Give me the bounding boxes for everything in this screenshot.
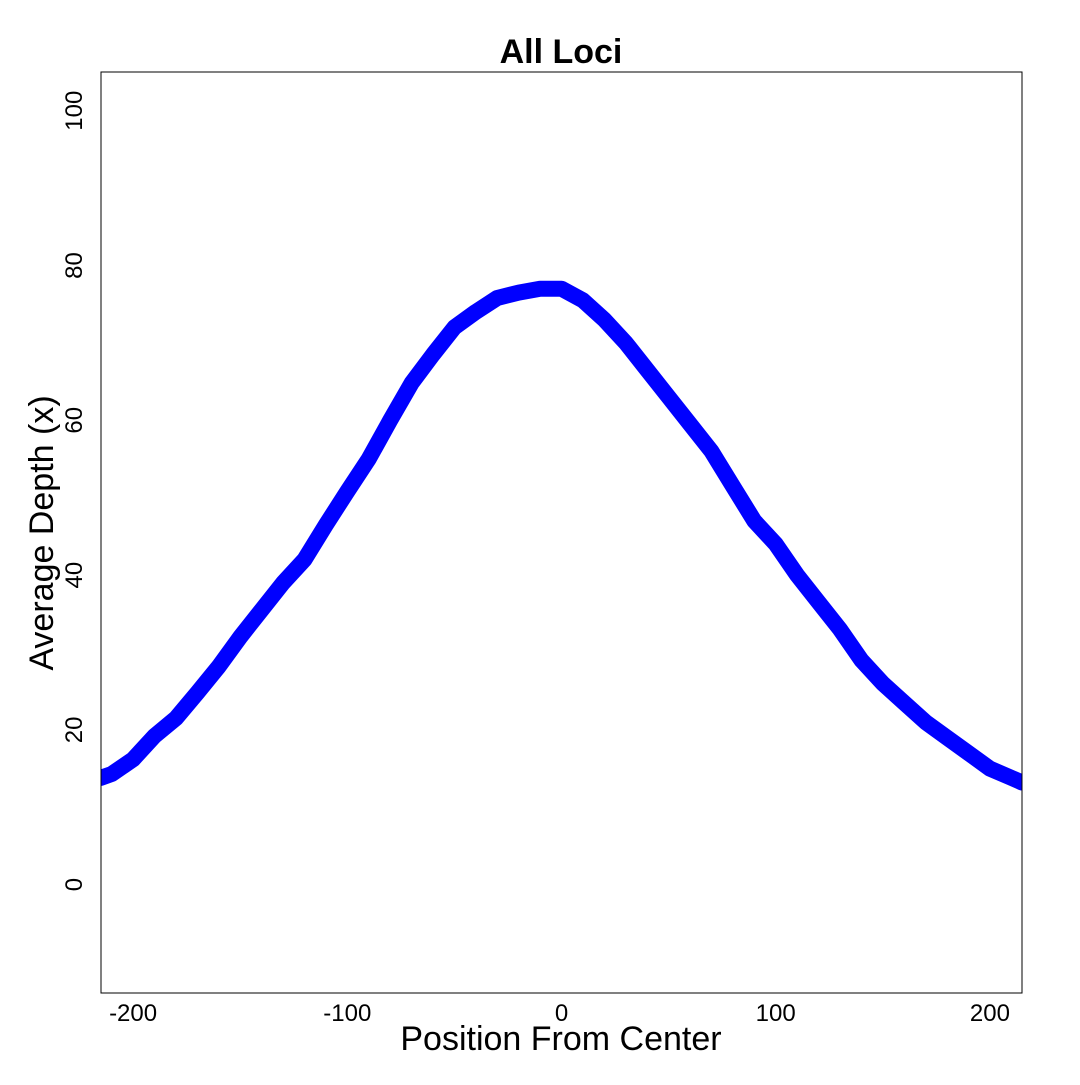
x-tick-label: 100	[756, 1000, 796, 1027]
y-tick-label: 100	[61, 91, 88, 131]
y-tick-label: 0	[61, 878, 88, 891]
x-tick-label: 0	[555, 1000, 568, 1027]
y-tick-label: 20	[61, 717, 88, 744]
series-line-0	[101, 280, 1022, 791]
y-tick-label: 80	[61, 252, 88, 279]
plot-area-frame	[100, 71, 1023, 994]
x-tick-label: 200	[970, 1000, 1010, 1027]
y-tick-label: 40	[61, 562, 88, 589]
x-tick-label: -100	[323, 1000, 371, 1027]
x-axis-label: Position From Center	[400, 1020, 721, 1058]
y-axis-label: Average Depth (x)	[23, 395, 61, 670]
y-tick-label: 60	[61, 407, 88, 434]
chart-title: All Loci	[500, 33, 623, 71]
x-axis: -200 -100 0 100 200	[109, 1000, 1010, 1027]
series-layer	[101, 280, 1022, 791]
y-axis: 0 20 40 60 80 100	[61, 91, 88, 892]
x-tick-label: -200	[109, 1000, 157, 1027]
